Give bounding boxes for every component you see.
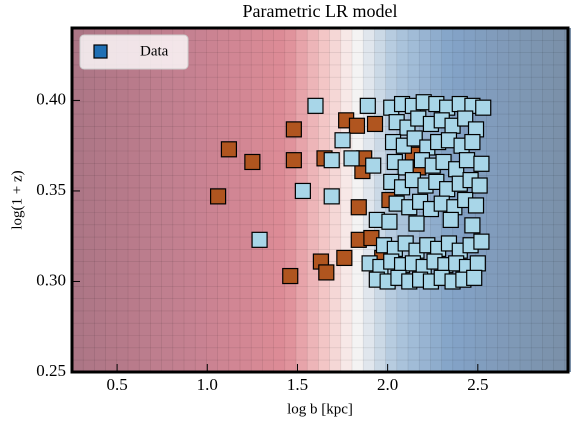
bg-cell-column bbox=[195, 28, 207, 372]
data-point bbox=[466, 269, 483, 286]
data-point bbox=[251, 231, 268, 248]
bg-cell-column bbox=[240, 28, 252, 372]
bg-cell-column bbox=[273, 28, 286, 372]
data-point bbox=[285, 152, 302, 169]
data-point bbox=[473, 233, 490, 250]
bg-cell-column bbox=[363, 28, 375, 372]
x-tick-label: 1.0 bbox=[197, 375, 218, 394]
y-tick-label: 0.40 bbox=[36, 89, 66, 108]
bg-cell-column bbox=[72, 28, 84, 372]
y-tick-label: 0.25 bbox=[36, 361, 66, 380]
plot-frame bbox=[70, 26, 570, 374]
bg-cell-column bbox=[296, 28, 308, 372]
data-point bbox=[473, 155, 490, 172]
bg-cell-column bbox=[374, 28, 387, 372]
bg-cell-column bbox=[486, 28, 499, 372]
data-point bbox=[365, 157, 382, 174]
legend-marker bbox=[93, 44, 108, 59]
bg-cell-column bbox=[172, 28, 185, 372]
bg-cell-column bbox=[553, 28, 566, 372]
data-point bbox=[294, 182, 311, 200]
plot-marks bbox=[72, 94, 492, 373]
y-tick-label: 0.35 bbox=[36, 180, 66, 199]
bg-cell-column bbox=[116, 28, 129, 372]
bg-cell-column bbox=[139, 28, 151, 372]
y-tick-label: 0.30 bbox=[36, 270, 66, 289]
data-point bbox=[348, 117, 366, 134]
data-point bbox=[318, 264, 335, 281]
bg-cell-column bbox=[542, 28, 555, 372]
bg-cell-column bbox=[520, 28, 532, 372]
bg-cell-column bbox=[150, 28, 163, 372]
data-point bbox=[366, 115, 384, 133]
data-point bbox=[350, 199, 367, 216]
data-point bbox=[359, 97, 376, 114]
model-background bbox=[71, 27, 571, 372]
data-point bbox=[220, 141, 238, 158]
data-point bbox=[471, 177, 488, 194]
data-point bbox=[323, 188, 340, 205]
bg-cell-column bbox=[284, 28, 297, 372]
data-point bbox=[282, 267, 299, 285]
bg-cell-column bbox=[531, 28, 543, 372]
x-tick-label: 1.5 bbox=[287, 375, 308, 394]
bg-cell-column bbox=[508, 28, 521, 372]
data-point bbox=[323, 152, 340, 169]
bg-cell-column bbox=[105, 28, 118, 372]
y-axis-label: log(1 + z) bbox=[9, 170, 25, 229]
bg-cell-column bbox=[83, 28, 95, 372]
data-point bbox=[406, 130, 423, 147]
chart-title: Parametric LR model bbox=[243, 1, 398, 21]
data-point bbox=[209, 188, 227, 205]
bg-cell-column bbox=[94, 28, 107, 372]
data-point bbox=[285, 121, 302, 138]
data-point bbox=[442, 211, 459, 229]
bg-cell-column bbox=[262, 28, 275, 372]
x-axis-label: log b [kpc] bbox=[287, 401, 353, 417]
legend: Data bbox=[79, 34, 189, 70]
bg-cell-column bbox=[340, 28, 353, 372]
x-tick-label: 2.5 bbox=[467, 375, 488, 394]
x-tick-label: 0.5 bbox=[106, 375, 127, 394]
data-point bbox=[467, 197, 485, 214]
bg-cell-column bbox=[251, 28, 263, 372]
bg-cell-column bbox=[128, 28, 140, 372]
legend-label: Data bbox=[140, 43, 169, 59]
data-point bbox=[464, 133, 481, 151]
data-point bbox=[343, 150, 360, 167]
bg-cell-column bbox=[161, 28, 174, 372]
bg-cell-column bbox=[228, 28, 241, 372]
data-point bbox=[475, 99, 492, 116]
legend-box bbox=[79, 34, 189, 70]
bg-cell-column bbox=[497, 28, 510, 372]
data-point bbox=[307, 97, 324, 114]
data-point bbox=[381, 213, 398, 230]
data-point bbox=[464, 217, 481, 234]
bg-cell-column bbox=[307, 28, 319, 372]
data-point bbox=[334, 132, 351, 149]
x-tick-label: 2.0 bbox=[377, 375, 398, 394]
data-point bbox=[408, 215, 425, 232]
data-point bbox=[336, 249, 353, 267]
bg-cell-column bbox=[184, 28, 196, 372]
data-point bbox=[469, 255, 486, 272]
data-point bbox=[458, 152, 476, 169]
data-point bbox=[244, 153, 261, 171]
